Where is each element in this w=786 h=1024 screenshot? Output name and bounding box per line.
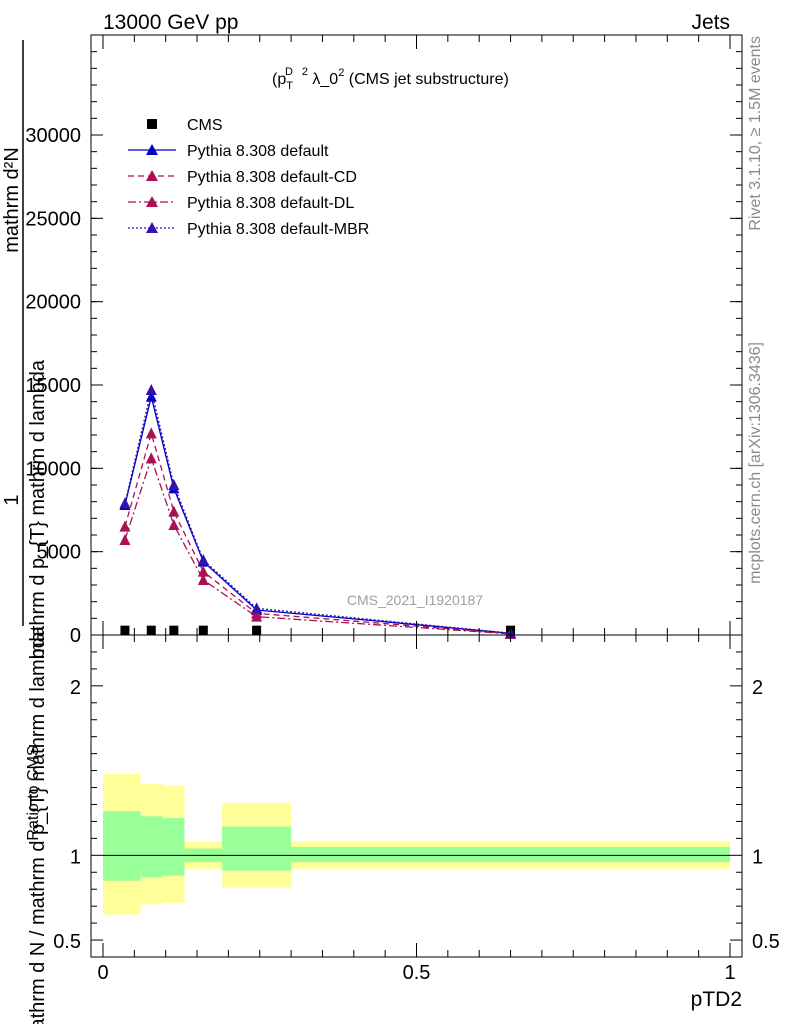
x-tick-label: 0 [97, 962, 108, 984]
legend-item: Pythia 8.308 default-MBR [128, 221, 369, 238]
green-band [103, 811, 141, 881]
x-tick-label: 1 [724, 962, 735, 984]
y-label-numerator: 1 [1, 494, 23, 505]
legend-label: CMS [187, 117, 223, 134]
data-point [119, 520, 131, 532]
series-line [124, 430, 511, 635]
legend-marker [147, 119, 157, 129]
legend-marker [146, 144, 158, 155]
legend-label: Pythia 8.308 default-MBR [187, 221, 369, 238]
legend-label: Pythia 8.308 default [187, 143, 329, 160]
ratio-tick-label: 1 [70, 846, 81, 868]
series-line [124, 389, 511, 634]
data-point [119, 497, 131, 509]
green-band [140, 816, 163, 878]
green-band [222, 826, 292, 871]
data-point [251, 610, 263, 622]
data-point [251, 602, 263, 614]
data-point [197, 574, 209, 585]
green-band [291, 846, 730, 863]
data-point [197, 554, 209, 565]
data-point [198, 625, 208, 635]
data-point [252, 625, 262, 635]
header-right: Jets [691, 11, 730, 34]
data-point [145, 427, 157, 439]
legend-marker [146, 170, 158, 181]
data-point [168, 479, 180, 490]
y-label-overlay-denominator: mathrm d p_{T} mathrm d lambda [27, 359, 49, 659]
legend-marker [146, 196, 158, 207]
x-axis-label: pTD2 [691, 988, 742, 1011]
legend-label: Pythia 8.308 default-CD [187, 169, 357, 186]
rivet-label: Rivet 3.1.10, ≥ 1.5M events [747, 36, 764, 231]
data-point [119, 534, 131, 545]
ratio-tick-label-right: 2 [752, 677, 763, 699]
header-left: 13000 GeV pp [103, 11, 238, 34]
legend-label: Pythia 8.308 default-DL [187, 195, 354, 212]
y-tick-label: 25000 [25, 208, 81, 230]
y-tick-label: 10000 [25, 458, 81, 480]
main-y-label: 1 mathrm d N / mathrm d p_{T} mathrm d l… [1, 40, 49, 1024]
x-tick-label: 0.5 [403, 962, 431, 984]
legend-item: Pythia 8.308 default-CD [128, 169, 357, 186]
legend-item: Pythia 8.308 default [128, 143, 329, 160]
series-line [124, 396, 511, 634]
watermark: CMS_2021_I1920187 [347, 592, 483, 608]
data-point [146, 625, 156, 635]
main-panel: 0 5000 10000 15000 20000 25000 30000 CMS_2021_… [1, 34, 743, 1024]
legend-item: CMS [147, 117, 223, 134]
mcplots-label: mcplots.cern.ch [arXiv:1306.3436] [747, 342, 764, 584]
ratio-panel: 0.5 0.5 1 1 2 2 Ratio to CMS [25, 634, 780, 958]
ratio-tick-label: 0.5 [53, 931, 81, 953]
y-tick-label: 30000 [25, 125, 81, 147]
ratio-tick-label-right: 0.5 [752, 931, 780, 953]
y-tick-label: 0 [70, 625, 81, 647]
data-point [169, 625, 179, 635]
ratio-y-label: Ratio to CMS [25, 745, 42, 840]
chart-title: (pTD(p2 λ_02 (CMS jet substructure) [272, 66, 509, 92]
ratio-tick-label-right: 1 [752, 846, 763, 868]
ratio-frame [90, 634, 743, 958]
legend-item: Pythia 8.308 default-DL [128, 195, 354, 212]
data-point [168, 519, 180, 530]
series-3 [119, 452, 517, 639]
data-point [168, 505, 180, 517]
data-point [145, 384, 157, 395]
y-tick-label: 20000 [25, 292, 81, 314]
y-tick-label: 5000 [37, 542, 82, 564]
data-point [145, 452, 157, 464]
y-label-denominator: mathrm d N / mathrm d p_{T} mathrm d lam… [27, 625, 49, 1024]
legend: CMS Pythia 8.308 default Pythia 8.308 defa… [128, 117, 369, 238]
legend-marker [146, 222, 158, 233]
series-line [124, 456, 511, 635]
green-band [162, 818, 185, 876]
ratio-tick-label: 2 [70, 677, 81, 699]
y-tick-label: 15000 [25, 375, 81, 397]
data-point [120, 625, 130, 635]
y-label-overlay-numerator: mathrm d²N [1, 147, 23, 253]
